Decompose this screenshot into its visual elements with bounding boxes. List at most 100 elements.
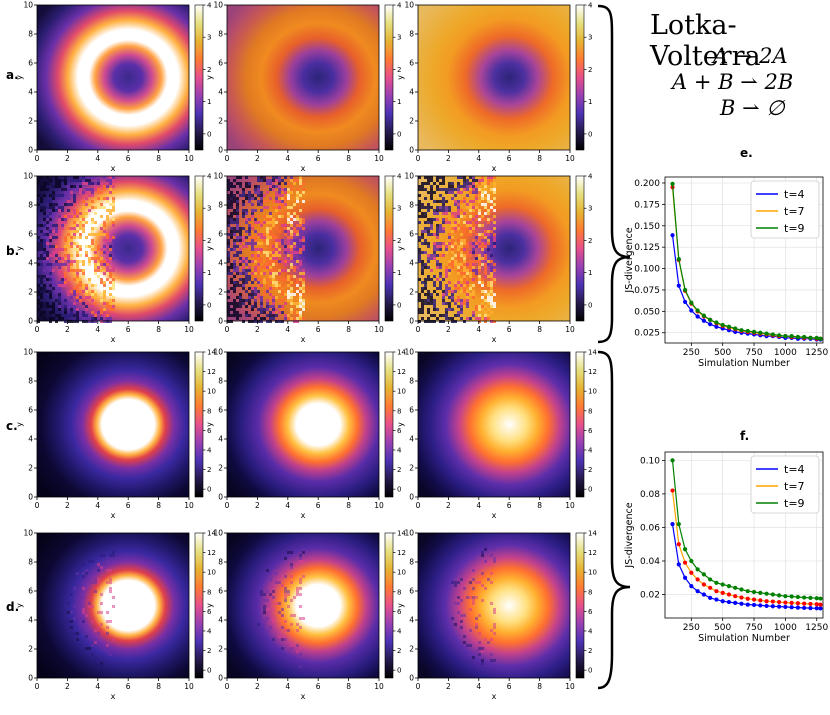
x-tick-label: 10 xyxy=(184,325,194,334)
brace-top xyxy=(597,4,631,344)
colorbar-tick-label: 2 xyxy=(207,66,211,74)
colorbar-tick-label: 14 xyxy=(207,349,216,357)
x-tick-label: 0 xyxy=(416,154,421,163)
y-tick-label: 6 xyxy=(409,587,414,596)
heatmap-image xyxy=(227,5,379,150)
colorbar-tick-label: 0 xyxy=(397,130,401,138)
colorbar-tick-label: 3 xyxy=(397,34,401,42)
x-axis-label: x xyxy=(301,511,306,520)
data-point xyxy=(670,488,675,493)
y-tick-label: 8 xyxy=(28,558,33,567)
y-tick-label: 10 xyxy=(404,1,414,10)
data-point xyxy=(682,575,688,580)
data-point xyxy=(726,584,732,589)
colorbar-tick-label: 2 xyxy=(397,647,401,655)
x-tick-label: 2 xyxy=(65,325,70,334)
noise-region xyxy=(67,551,115,665)
data-point xyxy=(682,299,688,305)
heatmap-frame xyxy=(226,351,380,498)
y-tick-label: 10 xyxy=(213,348,223,357)
y-tick-label: 8 xyxy=(409,558,414,567)
x-tick-label: 4 xyxy=(476,501,481,510)
data-point xyxy=(758,603,763,608)
data-point xyxy=(689,558,694,564)
data-point xyxy=(689,300,694,305)
x-tick-label: 2 xyxy=(65,501,70,510)
colorbar-tick-label: 6 xyxy=(207,608,212,616)
x-tick-label: 6 xyxy=(507,325,512,334)
y-tick-label: 0 xyxy=(409,493,414,502)
x-axis-label: x xyxy=(301,164,306,173)
colorbar-tick-label: 10 xyxy=(397,569,406,577)
noise-region xyxy=(257,548,305,668)
y-axis-label: y xyxy=(205,75,214,80)
data-point xyxy=(682,287,688,293)
colorbar-tick-label: 6 xyxy=(207,427,212,435)
heatmap-frame xyxy=(226,4,380,151)
y-tick-label: 8 xyxy=(409,201,414,210)
colorbar-tick-label: 4 xyxy=(397,173,402,181)
colorbar-tick-label: 8 xyxy=(397,588,401,596)
noise-region xyxy=(418,176,496,323)
data-point xyxy=(764,603,769,609)
y-tick-label: 0 xyxy=(218,317,223,326)
y-tick-label: 10 xyxy=(213,1,223,10)
colorbar-tick-label: 12 xyxy=(397,549,406,557)
data-point xyxy=(682,547,688,552)
x-tick-label: 8 xyxy=(346,501,351,510)
x-tick-label: 8 xyxy=(156,154,161,163)
colorbar-tick-label: 0 xyxy=(397,301,401,309)
noise-region xyxy=(451,548,496,665)
colorbar-tick-label: 10 xyxy=(588,569,597,577)
data-point xyxy=(802,334,807,340)
data-point xyxy=(814,606,819,611)
data-point xyxy=(751,589,757,595)
data-point xyxy=(808,335,813,340)
colorbar-tick-label: 1 xyxy=(588,269,592,277)
data-point xyxy=(818,602,823,607)
row-label-a: a. xyxy=(6,68,19,82)
colorbar-tick-label: 14 xyxy=(207,530,216,538)
colorbar-tick-label: 2 xyxy=(207,466,211,474)
y-tick-label: 10 xyxy=(23,172,33,181)
data-point xyxy=(783,600,788,605)
x-tick-label: 250 xyxy=(683,623,700,633)
y-tick-label: 0.150 xyxy=(634,222,660,232)
data-point xyxy=(720,582,725,587)
x-tick-label: 4 xyxy=(285,682,290,691)
data-point xyxy=(789,605,794,610)
colorbar-tick-label: 10 xyxy=(397,388,406,396)
y-axis-label: y xyxy=(396,422,405,427)
colorbar-tick-label: 0 xyxy=(588,301,592,309)
x-axis-label: Simulation Number xyxy=(698,633,790,644)
colorbar xyxy=(384,175,394,322)
data-point xyxy=(764,331,769,336)
plot-frame xyxy=(664,451,824,619)
colorbar-tick-label: 0 xyxy=(207,130,211,138)
x-tick-label: 0 xyxy=(225,154,230,163)
legend-entry: t=9 xyxy=(784,497,805,510)
colorbar-tick-label: 12 xyxy=(588,549,597,557)
x-axis-label: x xyxy=(492,164,497,173)
y-tick-label: 0 xyxy=(28,146,33,155)
y-axis-label: y xyxy=(15,603,24,608)
colorbar-tick-label: 3 xyxy=(207,34,211,42)
heatmap-image xyxy=(37,352,189,497)
reaction-1: A ⇀ 2A xyxy=(713,44,788,68)
data-point xyxy=(814,596,819,601)
y-axis-label: y xyxy=(15,422,24,427)
data-point xyxy=(733,600,738,606)
data-point xyxy=(701,582,706,587)
colorbar-tick-label: 3 xyxy=(588,34,592,42)
y-tick-label: 0.04 xyxy=(640,557,660,567)
x-axis-label: x xyxy=(492,692,497,701)
colorbar xyxy=(384,532,394,679)
x-tick-label: 4 xyxy=(95,154,100,163)
noise-region xyxy=(37,176,115,323)
colorbar-tick-label: 12 xyxy=(588,368,597,376)
y-tick-label: 8 xyxy=(218,201,223,210)
data-point xyxy=(701,572,706,577)
data-point xyxy=(745,596,750,601)
